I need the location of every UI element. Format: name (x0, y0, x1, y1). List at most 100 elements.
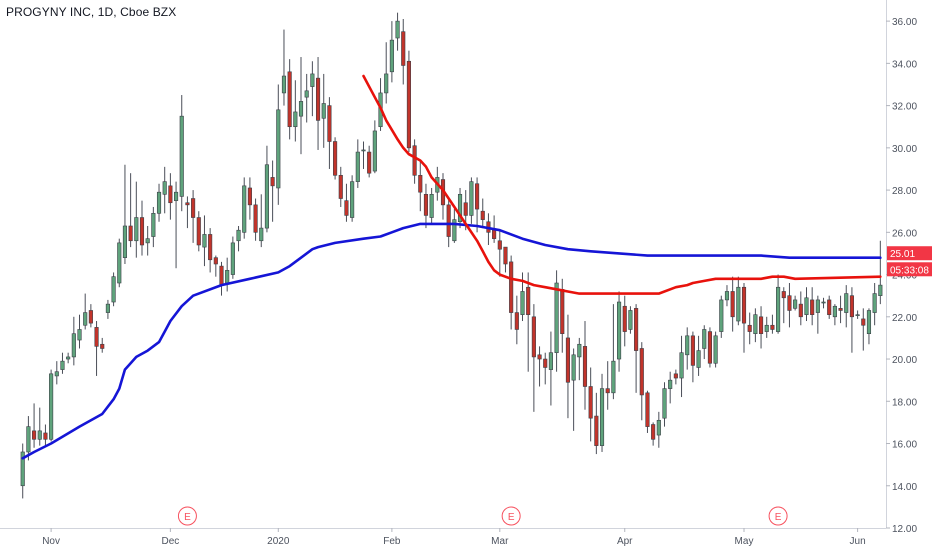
candle-body (219, 265, 224, 286)
candle (122, 164, 128, 264)
candle (503, 246, 508, 273)
candle (20, 443, 25, 499)
candle (412, 139, 417, 184)
candle (264, 145, 269, 233)
earnings-marker-circle (177, 506, 197, 526)
candle-body (582, 346, 588, 387)
candle (724, 285, 730, 307)
candle-body (770, 324, 775, 330)
candle-body (577, 343, 582, 358)
candle-body (94, 327, 99, 347)
time-tick-label: Jun (850, 536, 866, 547)
candle-body (151, 213, 156, 237)
candle (770, 314, 775, 334)
candle (440, 173, 446, 220)
candle-body (162, 181, 167, 195)
candle (707, 327, 712, 368)
candle (588, 367, 593, 442)
price-tick-label: 34.00 (892, 59, 917, 70)
price-tick-label: 18.00 (892, 397, 917, 408)
candle-body (787, 295, 792, 311)
candle-body (60, 360, 65, 370)
candle (838, 295, 843, 324)
candle (327, 97, 332, 169)
candle-body (622, 305, 627, 332)
candle (713, 331, 718, 368)
candle-body (793, 299, 798, 309)
candle-body (315, 77, 321, 121)
candle (690, 331, 695, 383)
candle-body (389, 39, 394, 73)
moving-average-line-blue (21, 222, 882, 460)
candle-body (327, 105, 332, 142)
candle (236, 225, 241, 252)
candle-body (702, 329, 707, 349)
candle (37, 407, 42, 446)
candle-body (571, 354, 576, 381)
time-tick-label: May (735, 536, 754, 547)
candle (457, 187, 463, 229)
candle (315, 57, 321, 150)
candle-body (707, 331, 712, 364)
candle (855, 310, 860, 319)
candle-body (242, 185, 247, 233)
candle-body (298, 101, 304, 117)
candle (696, 335, 701, 376)
candle-body (634, 308, 639, 351)
candle-body (878, 284, 883, 296)
candle (247, 177, 252, 220)
price-labels: 25.01 05:33:08 (887, 246, 932, 277)
earnings-marker[interactable]: E (768, 506, 788, 526)
candle (543, 352, 548, 385)
price-tick-label: 32.00 (892, 102, 917, 113)
candle-body (611, 360, 616, 394)
price-tick-label: 26.00 (892, 228, 917, 239)
candle-body (480, 210, 485, 220)
time-tick-label: Apr (617, 536, 633, 547)
earnings-marker[interactable]: E (501, 506, 521, 526)
earnings-marker-circle (768, 506, 788, 526)
candle-body (849, 295, 854, 318)
candle (639, 342, 644, 421)
candle-body (355, 151, 360, 182)
candle-body (361, 149, 366, 152)
candle-body (168, 185, 173, 204)
candle-body (560, 289, 565, 334)
candle (151, 206, 156, 248)
candle-body (174, 191, 179, 201)
candle (66, 352, 71, 364)
moving-average-line-red (362, 74, 882, 295)
candle (758, 306, 764, 349)
candle-body (384, 73, 389, 94)
candle (43, 424, 48, 446)
candle-body (662, 388, 667, 419)
candle (418, 160, 423, 212)
candle-body (230, 242, 235, 275)
candle (878, 240, 883, 305)
candle-body (412, 145, 417, 176)
candle (71, 316, 76, 366)
candle (259, 194, 264, 248)
candle (611, 304, 616, 400)
candle (162, 166, 167, 214)
candle (230, 236, 235, 279)
candle (202, 215, 207, 267)
time-axis[interactable]: Nov Dec 2020 Feb Mar Apr May Jun (42, 528, 866, 547)
earnings-marker-label: E (775, 512, 782, 523)
candle-body (537, 354, 542, 360)
candle-body (185, 202, 190, 206)
candle-body (639, 348, 644, 396)
candle (253, 198, 258, 241)
price-label-text: 05:33:08 (890, 265, 929, 276)
candle-body (395, 20, 400, 39)
candle-body (463, 202, 468, 216)
candle-body (855, 314, 860, 316)
candle-body (139, 217, 145, 246)
earnings-marker[interactable]: E (177, 506, 197, 526)
candle-body (509, 261, 514, 313)
candle-body (861, 318, 866, 326)
candle-body (401, 31, 406, 66)
candle (497, 230, 502, 277)
candle (338, 166, 343, 207)
